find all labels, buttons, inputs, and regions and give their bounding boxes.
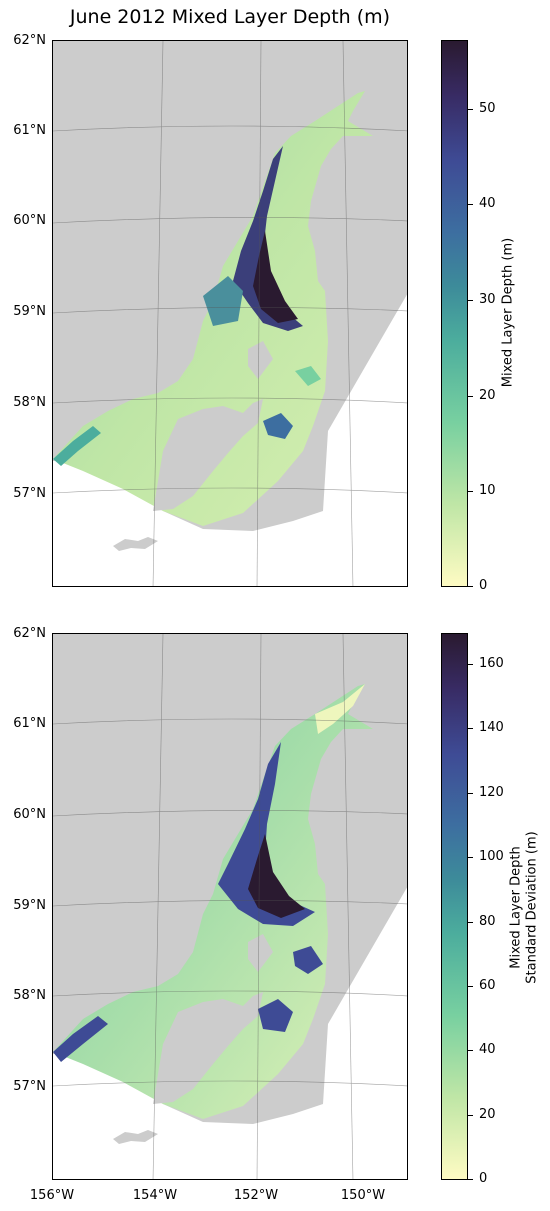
colorbar-tick: 0 (467, 578, 488, 593)
map-panel-mld (52, 40, 408, 587)
colorbar-tick: 120 (468, 785, 504, 800)
coast-margin-dark (53, 426, 101, 466)
lat-label-61: 61°N (13, 716, 46, 731)
colorbar-mld (441, 40, 468, 587)
coast-margin-dark (53, 1016, 108, 1062)
sea-domain (53, 684, 373, 1119)
kodiak-island (153, 992, 263, 1104)
lat-label-58: 58°N (13, 395, 46, 410)
eddy-patch-1 (258, 999, 293, 1032)
colorbar-tick: 10 (468, 483, 496, 498)
eddy-patch-2 (295, 366, 321, 386)
colorbar-tick: 30 (468, 292, 496, 307)
eddy-patch-2 (293, 946, 323, 974)
kodiak-coast-patch (248, 934, 273, 972)
outside-domain-area (53, 461, 407, 586)
deep-channel (233, 146, 303, 331)
lat-label-60: 60°N (13, 213, 46, 228)
kodiak-island (153, 399, 263, 511)
graticule (53, 634, 407, 1179)
colorbar-label-mld: Mixed Layer Depth (m) (500, 237, 516, 388)
deepest-core (253, 231, 298, 323)
outside-domain-area (53, 1054, 407, 1179)
outside-domain-lower-right (323, 887, 407, 1104)
lat-label-59: 59°N (13, 898, 46, 913)
trinity-islands (113, 1130, 158, 1144)
upper-inlet-low (315, 684, 365, 734)
lat-label-57: 57°N (13, 1079, 46, 1094)
colorbar-tick: 20 (468, 1107, 496, 1122)
lat-label-58: 58°N (13, 988, 46, 1003)
graticule (53, 41, 407, 586)
eddy-patch-1 (263, 413, 293, 439)
colorbar-tick: 100 (468, 849, 504, 864)
colorbar-tick: 60 (468, 978, 496, 993)
figure-title: June 2012 Mixed Layer Depth (m) (69, 6, 391, 28)
map-panel-std (52, 633, 408, 1180)
colorbar-tick: 40 (468, 196, 496, 211)
lon-label-156: 156°W (29, 1188, 75, 1203)
lat-label-61: 61°N (13, 123, 46, 138)
colorbar-std (441, 633, 468, 1180)
lon-label-150: 150°W (340, 1188, 386, 1203)
lon-label-152: 152°W (233, 1188, 279, 1203)
small-island (178, 284, 193, 297)
lat-label-62: 62°N (13, 33, 46, 48)
lat-label-59: 59°N (13, 304, 46, 319)
kodiak-coast-patch (248, 341, 273, 379)
colorbar-label-std-line2: Standard Deviation (m) (524, 831, 540, 984)
mid-depth-band (203, 276, 243, 326)
colorbar-tick: 140 (468, 720, 504, 735)
high-variance-channel (218, 742, 315, 926)
lon-label-154: 154°W (132, 1188, 178, 1203)
colorbar-tick: 80 (468, 914, 496, 929)
small-island (178, 877, 193, 890)
colorbar-tick: 50 (468, 101, 496, 116)
outside-domain-lower-right (323, 294, 407, 511)
lat-label-60: 60°N (13, 807, 46, 822)
highest-variance-core (248, 834, 305, 918)
lat-label-62: 62°N (13, 626, 46, 641)
colorbar-tick: 20 (468, 388, 496, 403)
lat-label-57: 57°N (13, 486, 46, 501)
map-mld-svg (53, 41, 407, 586)
colorbar-label-std-line1: Mixed Layer Depth (508, 846, 524, 969)
colorbar-tick: 0 (467, 1171, 488, 1186)
colorbar-tick: 40 (468, 1042, 496, 1057)
colorbar-tick: 160 (468, 656, 504, 671)
trinity-islands (113, 537, 158, 551)
map-std-svg (53, 634, 407, 1179)
